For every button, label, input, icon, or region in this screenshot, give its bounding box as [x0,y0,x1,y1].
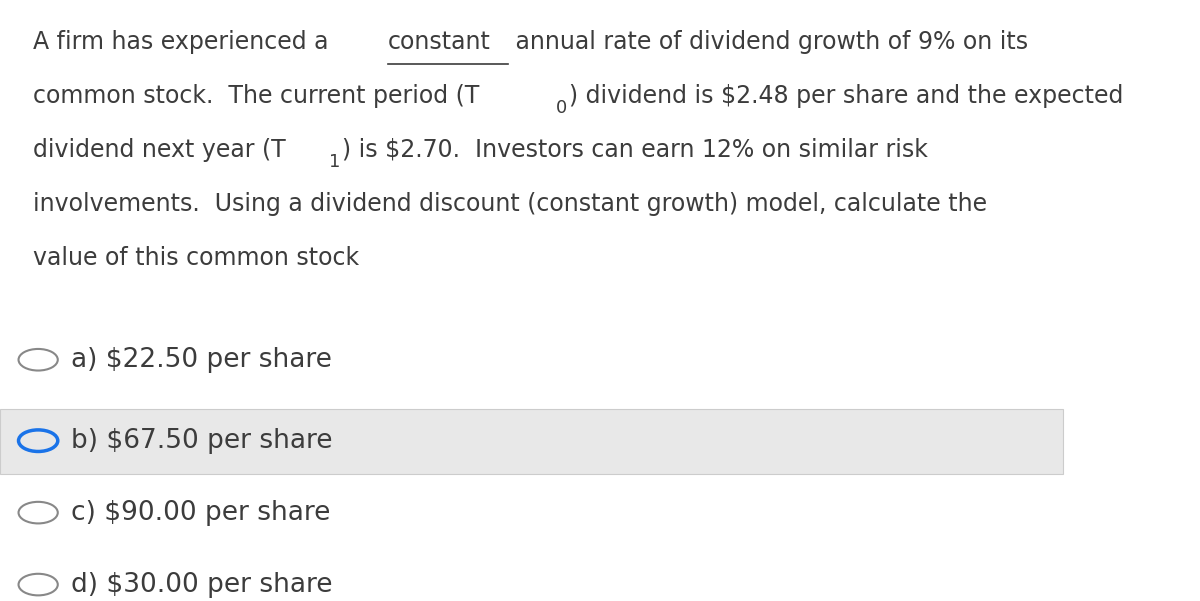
Text: constant: constant [388,30,491,54]
Text: ) dividend is $2.48 per share and the expected: ) dividend is $2.48 per share and the ex… [569,84,1123,108]
Text: 1: 1 [329,153,341,171]
Text: common stock.  The current period (T: common stock. The current period (T [32,84,479,108]
Text: ) is $2.70.  Investors can earn 12% on similar risk: ) is $2.70. Investors can earn 12% on si… [342,138,928,162]
Text: d) $30.00 per share: d) $30.00 per share [71,572,332,597]
Text: 0: 0 [556,99,568,117]
Text: b) $67.50 per share: b) $67.50 per share [71,428,332,454]
Text: dividend next year (T: dividend next year (T [32,138,286,162]
Text: annual rate of dividend growth of 9% on its: annual rate of dividend growth of 9% on … [509,30,1028,54]
Text: value of this common stock: value of this common stock [32,246,359,270]
FancyBboxPatch shape [0,409,1063,474]
Text: c) $90.00 per share: c) $90.00 per share [71,499,330,526]
Text: a) $22.50 per share: a) $22.50 per share [71,347,331,373]
Text: A firm has experienced a: A firm has experienced a [32,30,336,54]
Text: involvements.  Using a dividend discount (constant growth) model, calculate the: involvements. Using a dividend discount … [32,192,986,216]
